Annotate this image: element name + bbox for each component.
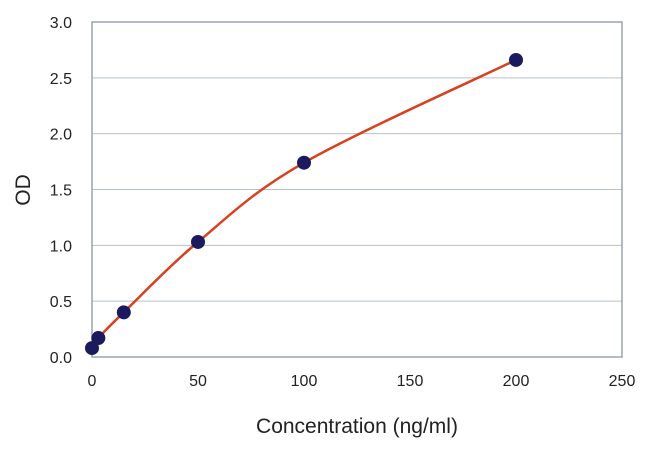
y-tick-label: 2.0 (50, 127, 72, 144)
y-axis-ticks: 0.0 0.5 1.0 1.5 2.0 2.5 3.0 (50, 15, 72, 367)
data-points (85, 52, 523, 356)
y-tick-label: 2.5 (50, 71, 72, 88)
y-tick-label: 3.0 (50, 15, 72, 32)
data-point (297, 155, 311, 170)
y-tick-label: 1.0 (50, 238, 72, 255)
data-point (116, 305, 131, 320)
y-tick-label: 1.5 (50, 183, 72, 200)
y-axis-label: OD (12, 174, 35, 206)
data-point (91, 331, 106, 346)
x-tick-label: 150 (397, 373, 424, 390)
x-tick-label: 200 (503, 373, 530, 390)
x-tick-label: 50 (189, 373, 207, 390)
x-axis-label: Concentration (ng/ml) (256, 415, 458, 438)
gridlines (92, 77, 622, 302)
data-point (191, 234, 205, 249)
series-line (90, 58, 517, 349)
plot-area-frame (91, 21, 623, 358)
x-tick-label: 100 (291, 373, 318, 390)
y-tick-label: 0.5 (50, 294, 72, 311)
x-tick-label: 250 (609, 373, 636, 390)
data-point (85, 341, 99, 356)
data-point (509, 52, 523, 67)
y-tick-label: 0.0 (50, 350, 72, 367)
x-axis-ticks: 0 50 100 150 200 250 (88, 373, 636, 390)
x-tick-label: 0 (88, 373, 97, 390)
